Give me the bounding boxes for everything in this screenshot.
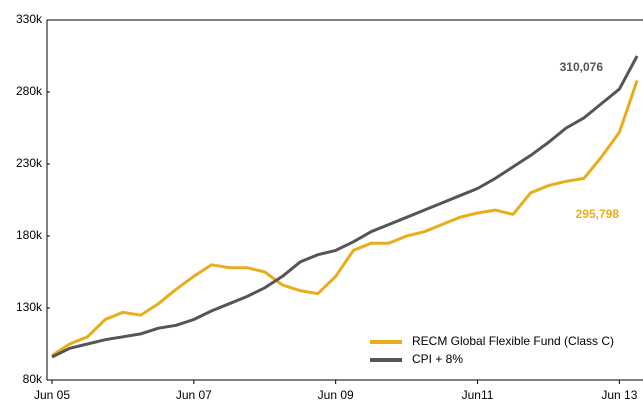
- annotation: 295,798: [576, 207, 620, 221]
- x-tick-label: Jun 07: [176, 388, 212, 402]
- x-tick-label: Jun 13: [601, 388, 637, 402]
- series-line: [51, 80, 639, 357]
- x-tick-label: Jun 05: [34, 388, 70, 402]
- y-tick-label: 80k: [23, 372, 43, 386]
- series-line: [51, 55, 639, 359]
- y-tick-label: 280k: [16, 84, 43, 98]
- x-tick-label: Jun 09: [318, 388, 354, 402]
- y-tick-label: 330k: [16, 12, 43, 26]
- x-tick-label: Jun11: [462, 388, 494, 402]
- legend-label: RECM Global Flexible Fund (Class C): [412, 334, 614, 348]
- legend-label: CPI + 8%: [412, 352, 463, 366]
- y-tick-label: 180k: [16, 228, 43, 242]
- y-tick-label: 230k: [16, 156, 43, 170]
- y-tick-label: 130k: [16, 300, 43, 314]
- annotation: 310,076: [560, 60, 604, 74]
